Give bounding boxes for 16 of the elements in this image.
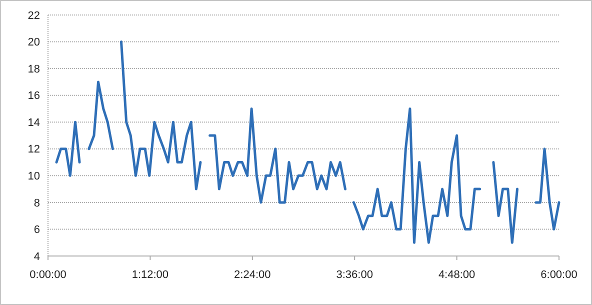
y-tick-label: 12 <box>28 144 40 156</box>
y-tick-label: 14 <box>28 116 40 129</box>
y-tick-label: 6 <box>34 224 40 236</box>
y-tick-label: 16 <box>28 90 40 102</box>
x-tick-label: 1:12:00 <box>132 269 169 281</box>
x-tick-label: 6:00:00 <box>540 269 578 281</box>
y-tick-label: 20 <box>28 36 40 49</box>
y-tick-label: 10 <box>28 170 40 183</box>
x-tick-label: 4:48:00 <box>438 269 476 281</box>
y-tick-label: 18 <box>28 63 40 76</box>
y-tick-label: 22 <box>28 10 40 22</box>
x-tick-label: 3:36:00 <box>336 269 373 281</box>
x-tick-label: 0:00:00 <box>30 269 66 281</box>
y-tick-label: 8 <box>34 197 40 210</box>
x-tick-label: 2:24:00 <box>234 269 271 281</box>
y-tick-label: 4 <box>34 250 40 263</box>
